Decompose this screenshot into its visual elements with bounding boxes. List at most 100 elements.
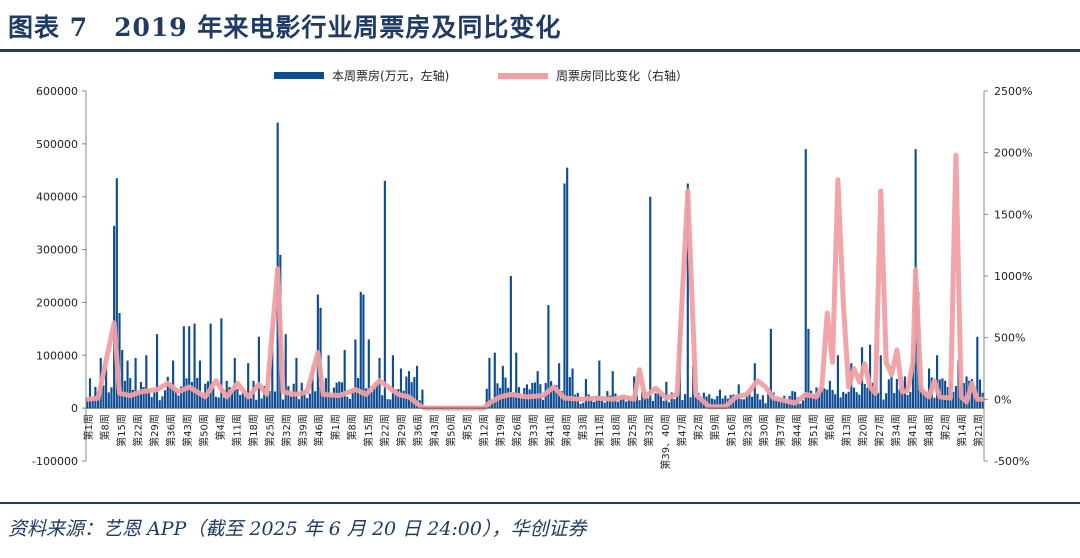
bar (550, 381, 553, 409)
x-tick-label: 第2周 (692, 414, 705, 440)
x-tick-label: 第22周 (131, 414, 144, 447)
bar (137, 392, 140, 409)
bar (818, 392, 821, 409)
bar (756, 393, 759, 409)
y-right-tick-label: 0% (994, 393, 1011, 406)
x-tick-label: 第12周 (478, 414, 491, 447)
bar (244, 396, 247, 409)
bar (182, 326, 185, 409)
bar (962, 383, 965, 409)
x-tick-label: 第22周 (379, 414, 392, 447)
bar (713, 399, 716, 409)
y-right-tick-label: -500% (994, 455, 1029, 468)
bar (236, 388, 239, 409)
x-tick-label: 第11周 (593, 414, 606, 447)
bar (303, 389, 306, 409)
bar (399, 368, 403, 409)
y-left-tick-label: 0 (71, 402, 78, 415)
bar (247, 363, 250, 409)
bar (560, 390, 563, 409)
bar (547, 305, 550, 409)
x-tick-label: 第39周 (296, 414, 309, 447)
bar (718, 389, 722, 409)
bar (708, 394, 711, 409)
bar (847, 391, 850, 409)
bar (944, 380, 947, 409)
bar (767, 390, 770, 409)
x-tick-label: 第37周 (774, 414, 787, 447)
bar (391, 355, 394, 409)
x-tick-label: 第3周 (576, 414, 589, 440)
bar (209, 323, 212, 409)
bar (839, 397, 842, 409)
bar (587, 394, 590, 409)
bar (284, 334, 287, 409)
legend-line-label: 周票房同比变化（右轴） (556, 68, 688, 83)
x-tick-label: 第18周 (247, 414, 260, 447)
bar (622, 396, 625, 409)
bar (91, 398, 94, 409)
bar (314, 391, 317, 409)
bar (598, 360, 601, 409)
x-tick-label: 第19周 (494, 414, 507, 447)
bar (421, 389, 424, 409)
bar (381, 395, 384, 409)
bar (890, 376, 893, 409)
bar (126, 360, 129, 409)
bar (799, 403, 802, 409)
bar (893, 393, 896, 409)
bar (877, 392, 880, 409)
x-tick-label: 第13周 (840, 414, 853, 447)
bar (330, 396, 333, 409)
bar (952, 391, 955, 409)
x-tick-label: 第36周 (164, 414, 177, 447)
bar (287, 386, 290, 409)
bar (298, 399, 301, 409)
bar (919, 385, 923, 409)
bar (348, 398, 352, 409)
x-tick-label: 第1周 (82, 414, 95, 440)
chart-area: -100000 0 100000 200000 300000 400000 500000 60… (0, 56, 1080, 502)
bar (214, 396, 218, 409)
y-right-tick-label: 2500% (994, 85, 1032, 98)
x-tick-label: 第43周 (428, 414, 441, 447)
bar (362, 294, 365, 409)
bar (552, 388, 555, 409)
bar (748, 391, 751, 409)
bar (485, 388, 488, 409)
bar (147, 390, 151, 409)
x-tick-label: 第2周 (939, 414, 952, 440)
bar (608, 395, 612, 409)
bar (716, 395, 719, 409)
line-series (84, 152, 986, 411)
x-tick-label: 第11周 (230, 414, 243, 447)
x-tick-label: 第36周 (412, 414, 425, 447)
bar (911, 355, 915, 409)
bar (641, 392, 644, 409)
bar (255, 399, 258, 409)
bar (842, 391, 845, 409)
bar (107, 392, 110, 409)
bar (895, 378, 898, 409)
bar (885, 393, 888, 409)
x-tick-label: 第47周 (675, 414, 688, 447)
bar (901, 386, 904, 409)
x-tick-label: 第50周 (197, 414, 210, 447)
bar (217, 397, 220, 409)
bar (965, 376, 968, 409)
bar (115, 178, 118, 409)
bar (102, 385, 105, 409)
x-tick-label: 第8周 (346, 414, 359, 440)
legend-bar-swatch (274, 72, 324, 79)
bar (161, 396, 164, 409)
bar (858, 394, 861, 409)
bar (590, 397, 593, 409)
bar (501, 365, 504, 409)
x-tick-label: 第27周 (873, 414, 886, 447)
bar (764, 403, 767, 409)
bar (954, 386, 957, 409)
bar (289, 396, 293, 409)
bar (295, 357, 298, 409)
x-tick-label: 第44周 (791, 414, 804, 447)
x-tick-label: 第9周 (708, 414, 721, 440)
